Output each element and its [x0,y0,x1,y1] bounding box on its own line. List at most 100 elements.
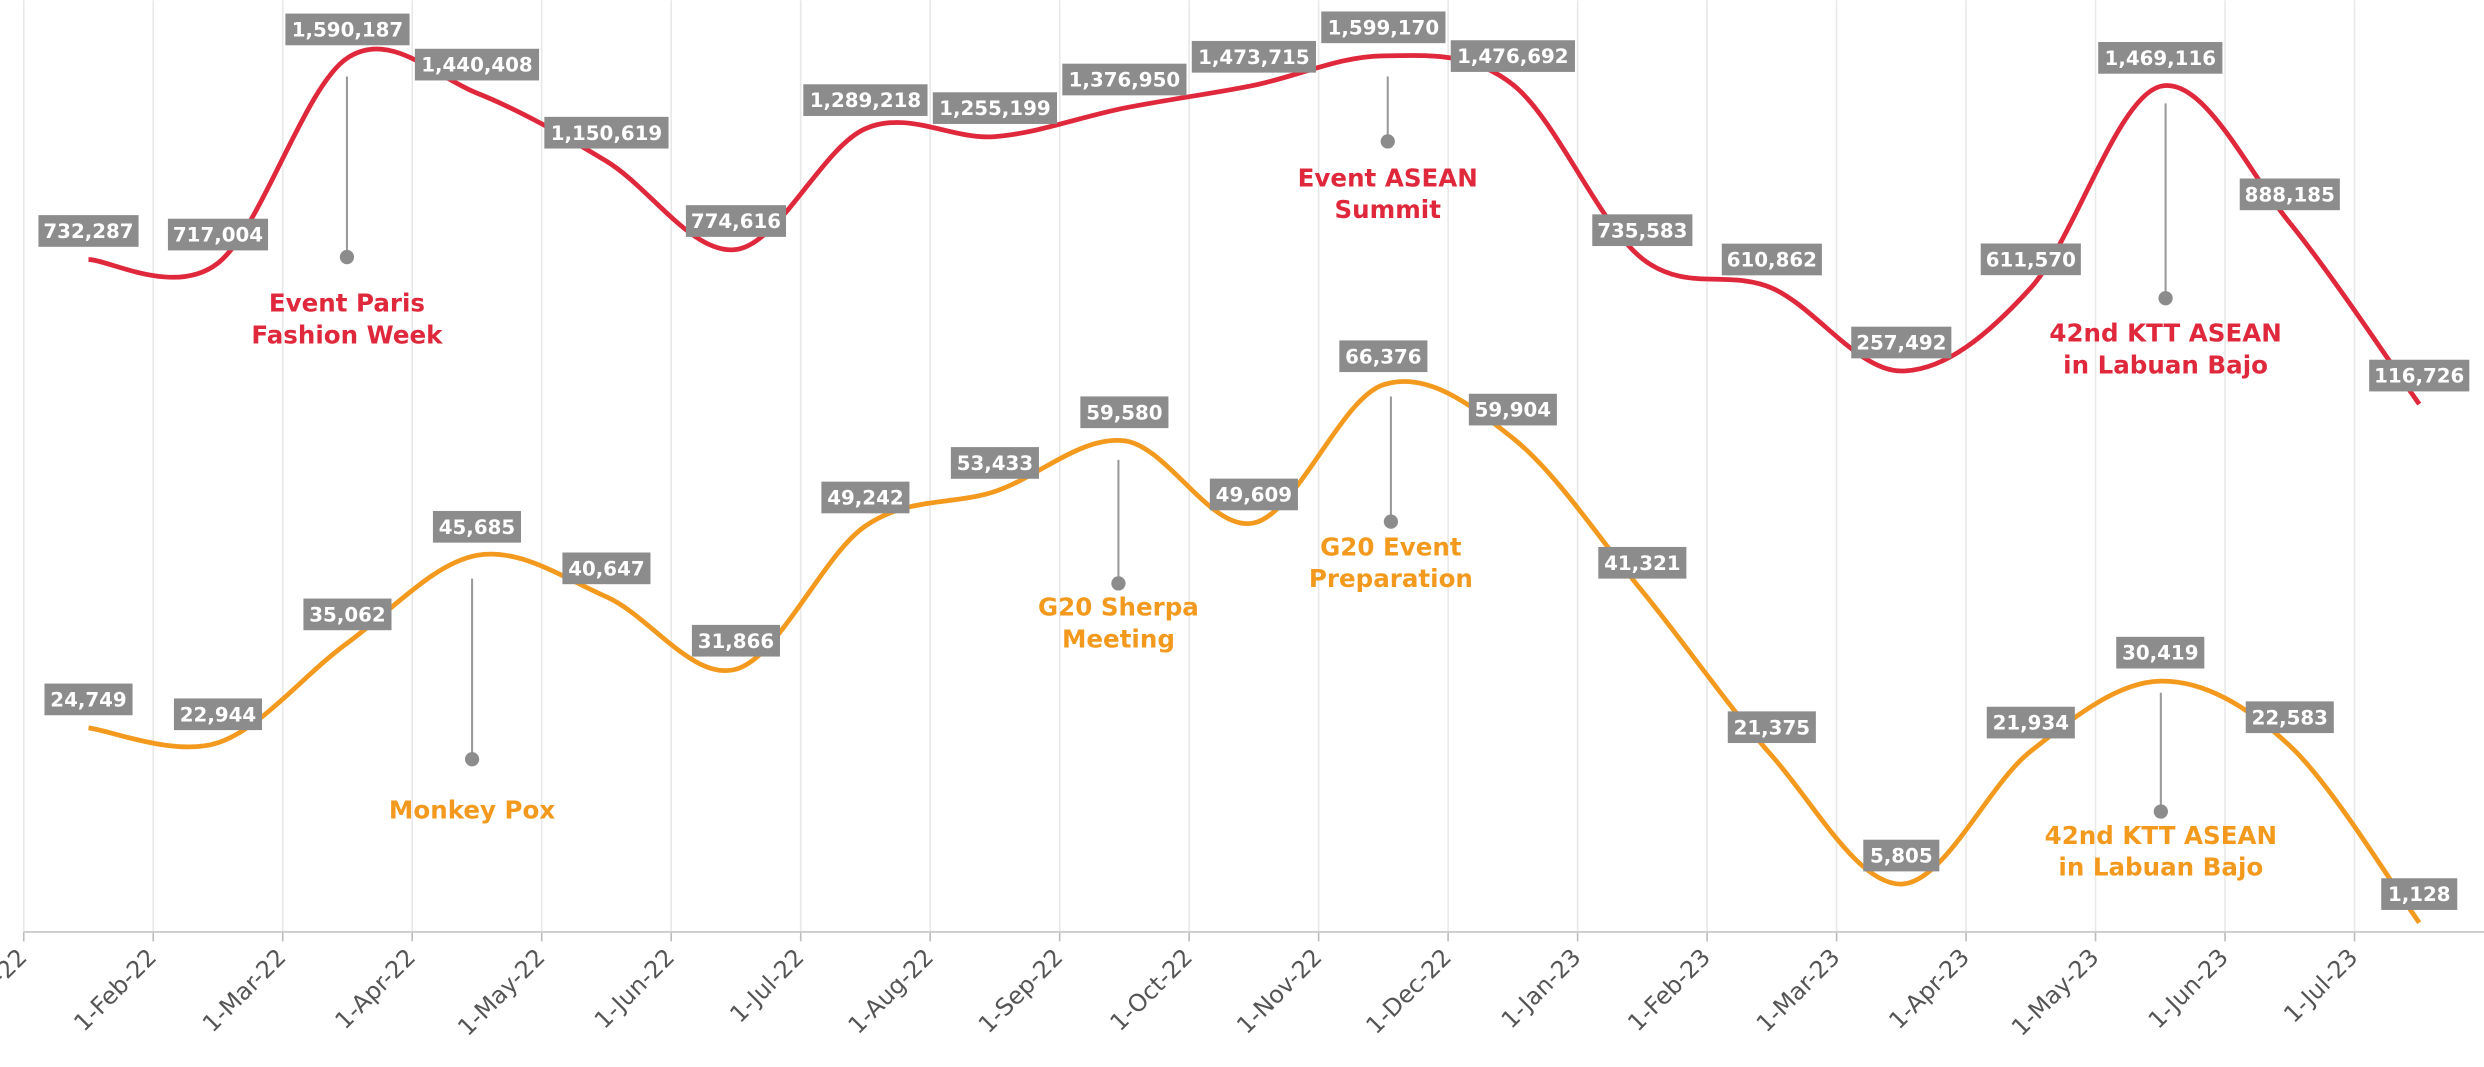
data-label-box [44,683,133,716]
data-label-text: 24,749 [50,688,126,711]
annotation-text: Event ASEAN [1298,163,1478,192]
data-label-box [414,48,540,81]
data-label: 1,469,116 [2098,42,2223,74]
annotation-text: Monkey Pox [389,796,555,825]
series-line [88,46,2422,406]
data-label: 1,590,187 [285,13,410,46]
annotation-text: Event Paris [269,289,425,318]
data-label-text: 45,685 [439,516,515,539]
data-label-text: 257,492 [1856,332,1946,355]
x-tick-label: 1-Jul-22 [724,943,809,1028]
data-label-box [38,215,139,247]
data-label: 610,862 [1721,243,1822,276]
data-label-box [167,218,269,251]
data-label-box [1450,40,1575,72]
data-label: 888,185 [2239,178,2340,211]
data-label-box [432,510,522,543]
x-tick-label: 1-Dec-22 [1360,943,1456,1039]
data-label: 1,476,692 [1450,40,1575,72]
data-label-box [2098,42,2223,74]
data-label: 21,934 [1986,706,2075,739]
data-label-box [932,92,1058,124]
x-tick-label: 1-May-23 [2006,943,2104,1041]
annotation: Event ASEAN Summit [1298,76,1478,224]
data-label: 59,904 [1468,393,1557,426]
data-label-text: 53,433 [957,452,1033,475]
data-label-text: 21,934 [1993,712,2069,735]
data-label: 45,685 [432,510,522,543]
data-label-box [173,698,263,731]
x-tick-label: 1-Jul-23 [2278,943,2363,1028]
data-label-box [1851,326,1952,359]
data-label: 35,062 [303,598,392,631]
x-tick-label: 1-Feb-23 [1622,943,1716,1037]
data-label-text: 1,473,715 [1198,46,1309,69]
annotation-text: Meeting [1062,624,1175,653]
x-tick-label: 1-Mar-23 [1751,943,1846,1038]
data-label-box [562,552,651,585]
data-label-box [2116,636,2205,669]
data-label: 257,492 [1851,326,1952,359]
data-label-box [821,481,910,514]
annotation-text: in Labuan Bajo [2063,350,2268,379]
data-label-box [685,205,786,237]
data-label-box [2381,878,2458,910]
x-tick-label: 1-Aug-22 [843,943,939,1039]
x-tick-label: 1-Apr-22 [329,943,421,1035]
data-label-box [1727,711,1816,744]
annotation-dot [2158,291,2173,306]
data-label: 1,599,170 [1321,11,1446,44]
annotation-text: G20 Sherpa [1038,593,1199,622]
data-label-text: 49,242 [827,487,903,510]
annotation-text: Preparation [1309,564,1473,593]
data-label-text: 1,289,218 [810,89,921,112]
data-label-text: 30,419 [2122,642,2198,665]
data-label-box [1986,706,2075,739]
data-label: 732,287 [38,215,139,247]
data-label-box [691,624,780,657]
data-label-text: 732,287 [43,220,133,243]
data-label-box [1321,11,1446,44]
data-label-box [2245,701,2334,734]
data-label-box [1980,243,2081,276]
data-label-text: 1,150,619 [551,122,662,145]
data-label-text: 22,944 [180,703,256,726]
x-tick-label: 1-Mar-22 [197,943,292,1038]
data-label-box [950,447,1039,479]
data-label-text: 40,647 [568,557,644,580]
data-label-text: 59,580 [1086,401,1162,424]
annotation-dot [1111,576,1126,591]
x-tick-label: 1-Feb-22 [68,943,162,1037]
data-label-text: 717,004 [173,224,263,247]
data-label: 1,473,715 [1191,40,1316,73]
data-label-box [1598,546,1687,579]
data-label-text: 1,590,187 [292,19,403,42]
data-label-box [1721,243,1822,276]
data-label: 49,609 [1209,478,1298,511]
data-label-text: 774,616 [691,210,781,233]
annotation-dot [1383,514,1399,529]
annotation-text: Fashion Week [251,320,443,349]
data-label-text: 611,570 [1986,248,2076,271]
data-label: 31,866 [691,624,780,657]
data-label-box [544,116,669,149]
data-label: 66,376 [1339,340,1428,373]
data-label: 30,419 [2116,636,2205,669]
x-tick-label: 1-Oct-22 [1104,943,1197,1036]
data-label-box [1080,396,1169,429]
data-label: 1,255,199 [932,92,1058,124]
data-label: 49,242 [821,481,910,514]
data-label-text: 49,609 [1216,484,1292,507]
x-tick-label: 1-May-22 [452,943,550,1041]
x-tick-label: 1-Apr-23 [1883,943,1975,1035]
data-label-text: 1,128 [2388,883,2451,906]
data-label: 41,321 [1598,546,1687,579]
data-label-text: 888,185 [2245,183,2335,206]
data-label: 735,583 [1592,214,1693,247]
data-label-box [285,13,410,46]
annotation-dot [2153,804,2168,819]
x-tick-label: 1-Jun-22 [589,943,680,1034]
data-label: 611,570 [1980,243,2081,276]
